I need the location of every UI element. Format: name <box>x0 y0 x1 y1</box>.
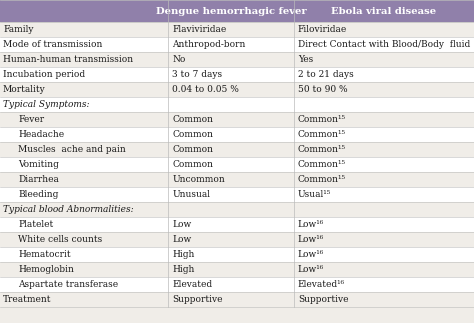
Text: Common: Common <box>172 145 213 154</box>
Text: Common¹⁵: Common¹⁵ <box>298 160 346 169</box>
Text: Ebola viral disease: Ebola viral disease <box>331 6 437 16</box>
Text: 0.04 to 0.05 %: 0.04 to 0.05 % <box>172 85 239 94</box>
Text: Common¹⁵: Common¹⁵ <box>298 130 346 139</box>
Bar <box>0 157 474 172</box>
Bar <box>0 247 474 262</box>
Text: Elevated¹⁶: Elevated¹⁶ <box>298 280 345 289</box>
Text: Yes: Yes <box>298 55 313 64</box>
Text: Fever: Fever <box>18 115 44 124</box>
Text: Headache: Headache <box>18 130 64 139</box>
Text: White cells counts: White cells counts <box>18 235 102 244</box>
Bar <box>0 112 474 127</box>
Text: Anthropod-born: Anthropod-born <box>172 40 246 49</box>
Text: Common¹⁵: Common¹⁵ <box>298 175 346 184</box>
Text: Common: Common <box>172 130 213 139</box>
Text: Aspartate transferase: Aspartate transferase <box>18 280 118 289</box>
Text: Low: Low <box>172 235 191 244</box>
Text: Elevated: Elevated <box>172 280 212 289</box>
Text: Bleeding: Bleeding <box>18 190 58 199</box>
Bar <box>0 172 474 187</box>
Text: Family: Family <box>3 25 34 34</box>
Text: Typical blood Abnormalities:: Typical blood Abnormalities: <box>3 205 134 214</box>
Text: Low: Low <box>172 220 191 229</box>
Text: Hemoglobin: Hemoglobin <box>18 265 74 274</box>
Text: Usual¹⁵: Usual¹⁵ <box>298 190 331 199</box>
Bar <box>0 217 474 232</box>
Text: No: No <box>172 55 186 64</box>
Bar <box>0 82 474 97</box>
Text: Mode of transmission: Mode of transmission <box>3 40 102 49</box>
Text: Vomiting: Vomiting <box>18 160 59 169</box>
Text: Common¹⁵: Common¹⁵ <box>298 145 346 154</box>
Bar <box>0 22 474 37</box>
Text: Hematocrit: Hematocrit <box>18 250 71 259</box>
Text: High: High <box>172 250 195 259</box>
Text: Supportive: Supportive <box>172 295 223 304</box>
Text: Common¹⁵: Common¹⁵ <box>298 115 346 124</box>
Bar <box>0 67 474 82</box>
Text: Typical Symptoms:: Typical Symptoms: <box>3 100 90 109</box>
Text: Platelet: Platelet <box>18 220 53 229</box>
Bar <box>0 262 474 277</box>
Text: Uncommon: Uncommon <box>172 175 225 184</box>
Text: Dengue hemorrhagic fever: Dengue hemorrhagic fever <box>155 6 307 16</box>
Text: Mortality: Mortality <box>3 85 46 94</box>
Text: Low¹⁶: Low¹⁶ <box>298 220 324 229</box>
Bar <box>0 187 474 202</box>
Bar <box>0 37 474 52</box>
Text: High: High <box>172 265 195 274</box>
Bar <box>0 142 474 157</box>
Text: Common: Common <box>172 160 213 169</box>
Text: 3 to 7 days: 3 to 7 days <box>172 70 222 79</box>
Bar <box>0 232 474 247</box>
Text: Filoviridae: Filoviridae <box>298 25 347 34</box>
Bar <box>0 202 474 217</box>
Text: Muscles  ache and pain: Muscles ache and pain <box>18 145 126 154</box>
Text: Diarrhea: Diarrhea <box>18 175 59 184</box>
Bar <box>0 0 474 22</box>
Text: Flaviviridae: Flaviviridae <box>172 25 227 34</box>
Text: Human-human transmission: Human-human transmission <box>3 55 133 64</box>
Text: Common: Common <box>172 115 213 124</box>
Bar <box>0 97 474 112</box>
Text: Incubation period: Incubation period <box>3 70 85 79</box>
Text: Treatment: Treatment <box>3 295 52 304</box>
Text: 50 to 90 %: 50 to 90 % <box>298 85 347 94</box>
Bar <box>0 277 474 292</box>
Text: Unusual: Unusual <box>172 190 210 199</box>
Bar <box>0 127 474 142</box>
Text: Low¹⁶: Low¹⁶ <box>298 265 324 274</box>
Text: Low¹⁶: Low¹⁶ <box>298 250 324 259</box>
Bar <box>0 52 474 67</box>
Bar <box>0 292 474 307</box>
Text: 2 to 21 days: 2 to 21 days <box>298 70 354 79</box>
Text: Direct Contact with Blood/Body  fluid: Direct Contact with Blood/Body fluid <box>298 40 470 49</box>
Text: Supportive: Supportive <box>298 295 348 304</box>
Text: Low¹⁶: Low¹⁶ <box>298 235 324 244</box>
